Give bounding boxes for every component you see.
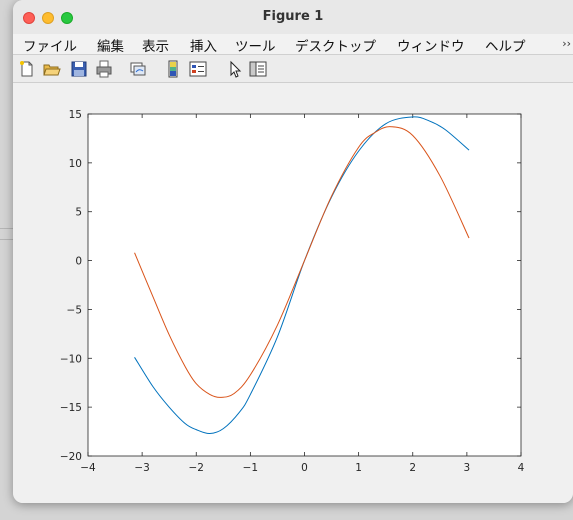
title-bar: Figure 1: [13, 0, 573, 34]
y-tick-label: 10: [69, 158, 82, 170]
minimize-window-button[interactable]: [42, 12, 54, 24]
x-tick-label: 2: [409, 462, 416, 474]
colorbar-icon[interactable]: [164, 60, 182, 78]
menu-desktop[interactable]: デスクトップ: [295, 39, 376, 55]
y-tick-label: −15: [60, 402, 82, 414]
pointer-icon[interactable]: [227, 60, 245, 78]
y-tick-label: 15: [69, 109, 82, 121]
x-tick-label: −4: [80, 462, 96, 474]
axes-box: [87, 113, 522, 457]
menu-insert[interactable]: 挿入: [190, 39, 217, 55]
series-line-2[interactable]: [134, 126, 470, 398]
menu-bar: ファイル 編集 表示 挿入 ツール デスクトップ ウィンドウ ヘルプ ››: [13, 34, 573, 55]
window-title: Figure 1: [262, 9, 324, 24]
y-tick-label: −5: [67, 304, 82, 316]
y-tick-label: 0: [75, 256, 82, 268]
figure-window: Figure 1 ファイル 編集 表示 挿入 ツール デスクトップ ウィンドウ …: [13, 0, 573, 503]
x-tick-label: 4: [518, 462, 525, 474]
toolbar: [13, 55, 573, 83]
menu-window[interactable]: ウィンドウ: [397, 39, 465, 55]
x-tick-label: −2: [189, 462, 204, 474]
y-tick-label: −10: [60, 353, 82, 365]
x-tick-label: 3: [464, 462, 471, 474]
background-window-edge: [0, 218, 14, 258]
print-icon[interactable]: [95, 60, 113, 78]
figure-canvas: −4 −3 −2 −1 0 1 2 3 4 15 10 5 0 −5 −10 −15 −20: [13, 83, 573, 503]
menu-file[interactable]: ファイル: [23, 39, 77, 55]
property-inspector-icon[interactable]: [249, 60, 267, 78]
new-figure-icon[interactable]: [18, 60, 36, 78]
series-line-1[interactable]: [134, 116, 470, 435]
x-tick-label: 0: [301, 462, 308, 474]
y-tick-label: −20: [60, 451, 82, 463]
x-tick-label: −3: [134, 462, 149, 474]
close-window-button[interactable]: [23, 12, 35, 24]
open-file-icon[interactable]: [43, 60, 61, 78]
x-tick-label: 1: [355, 462, 362, 474]
save-icon[interactable]: [70, 60, 88, 78]
menu-edit[interactable]: 編集: [97, 39, 124, 55]
menu-help[interactable]: ヘルプ: [485, 39, 526, 55]
chevron-right-icon[interactable]: ››: [562, 37, 571, 50]
y-tick-label: 5: [75, 207, 82, 219]
link-plot-icon[interactable]: [129, 60, 147, 78]
zoom-window-button[interactable]: [61, 12, 73, 24]
legend-icon[interactable]: [189, 60, 207, 78]
menu-view[interactable]: 表示: [142, 39, 169, 55]
menu-tools[interactable]: ツール: [235, 39, 276, 55]
x-tick-label: −1: [243, 462, 258, 474]
